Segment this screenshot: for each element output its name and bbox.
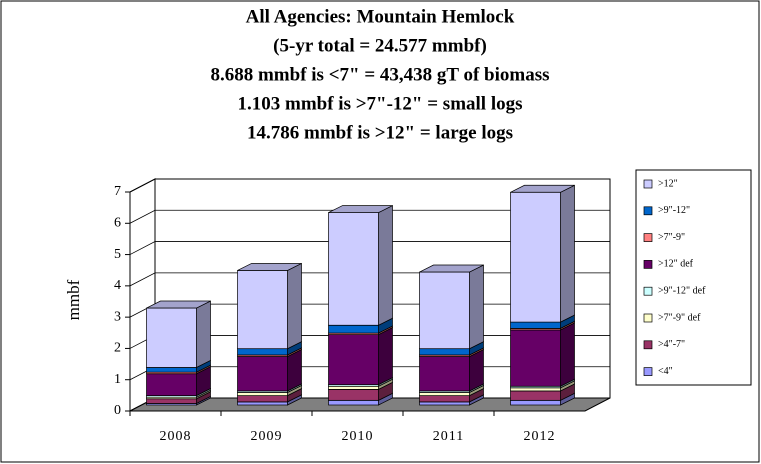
legend-label: >12" def bbox=[658, 259, 694, 270]
y-tick-label: 5 bbox=[114, 247, 121, 262]
bar bbox=[419, 271, 470, 350]
bar bbox=[237, 401, 288, 406]
legend-label: <4" bbox=[658, 366, 673, 377]
bar bbox=[419, 395, 470, 403]
bar bbox=[328, 389, 379, 401]
bar bbox=[237, 395, 288, 403]
chart-title: 8.688 mmbf is <7" = 43,438 gT of biomass bbox=[210, 64, 549, 85]
bar bbox=[328, 324, 379, 334]
legend-label: >12" bbox=[658, 178, 678, 189]
y-tick-label: 4 bbox=[114, 278, 121, 293]
bar-top bbox=[328, 205, 393, 213]
y-tick-label: 0 bbox=[114, 403, 121, 418]
legend-label: >9"-12" def bbox=[658, 285, 706, 296]
legend-swatch bbox=[643, 179, 653, 189]
bar bbox=[328, 399, 379, 406]
bar bbox=[510, 399, 561, 406]
bar bbox=[146, 307, 197, 368]
chart-title: 14.786 mmbf is >12" = large logs bbox=[247, 122, 513, 143]
legend-swatch bbox=[643, 233, 653, 242]
bar bbox=[328, 212, 379, 326]
bar-top bbox=[510, 184, 575, 193]
bar-side bbox=[378, 205, 393, 326]
y-tick-label: 2 bbox=[114, 341, 121, 356]
legend-label: >9"-12" bbox=[658, 205, 690, 216]
bar bbox=[328, 385, 379, 390]
legend-swatch bbox=[643, 260, 653, 269]
legend-swatch bbox=[643, 340, 653, 350]
bar bbox=[237, 270, 288, 350]
bar bbox=[146, 373, 197, 396]
bar bbox=[510, 329, 561, 387]
chart-title: 1.103 mmbf is >7"-12" = small logs bbox=[238, 93, 523, 114]
legend-swatch bbox=[643, 367, 653, 376]
bar-side bbox=[469, 264, 484, 350]
x-tick-label: 2009 bbox=[251, 429, 283, 444]
bar-top bbox=[419, 264, 484, 273]
bar-side bbox=[196, 300, 211, 369]
bar bbox=[419, 392, 470, 396]
legend-swatch bbox=[643, 286, 653, 296]
grid-line bbox=[129, 241, 610, 255]
bar bbox=[328, 334, 379, 386]
bar-side bbox=[560, 322, 575, 387]
y-axis-label: mmbf bbox=[64, 279, 83, 320]
x-tick-label: 2008 bbox=[160, 429, 192, 444]
bar bbox=[510, 387, 561, 392]
bar bbox=[237, 392, 288, 396]
bar-top bbox=[237, 263, 302, 271]
y-tick-label: 3 bbox=[114, 309, 121, 324]
bar bbox=[510, 191, 561, 323]
bar bbox=[237, 356, 288, 392]
x-tick-label: 2012 bbox=[524, 429, 556, 444]
bar bbox=[510, 321, 561, 329]
legend-label: >4"-7" bbox=[658, 339, 685, 350]
y-tick-label: 7 bbox=[114, 184, 121, 199]
x-tick-label: 2011 bbox=[433, 429, 464, 444]
bar bbox=[419, 348, 470, 356]
chart-title: (5-yr total = 24.577 mmbf) bbox=[273, 35, 487, 56]
bar bbox=[237, 348, 288, 356]
bar-top bbox=[146, 300, 211, 309]
x-tick-label: 2010 bbox=[342, 429, 374, 444]
legend-swatch bbox=[643, 313, 653, 323]
grid-line bbox=[129, 209, 610, 224]
bar-side bbox=[287, 262, 302, 350]
bar-side bbox=[560, 184, 575, 323]
grid-line bbox=[129, 178, 610, 193]
legend-swatch bbox=[643, 206, 653, 216]
chart-title: All Agencies: Mountain Hemlock bbox=[246, 6, 515, 27]
bar bbox=[419, 401, 470, 406]
y-tick-label: 6 bbox=[114, 216, 121, 231]
legend-label: >7"-9" def bbox=[658, 312, 701, 323]
legend bbox=[635, 169, 752, 386]
bar bbox=[510, 390, 561, 401]
y-tick-label: 1 bbox=[114, 372, 121, 387]
bar bbox=[146, 367, 197, 373]
bar bbox=[419, 356, 470, 392]
legend-label: >7"-9" bbox=[658, 232, 685, 243]
bar bbox=[146, 398, 197, 404]
bar-side bbox=[378, 327, 393, 386]
